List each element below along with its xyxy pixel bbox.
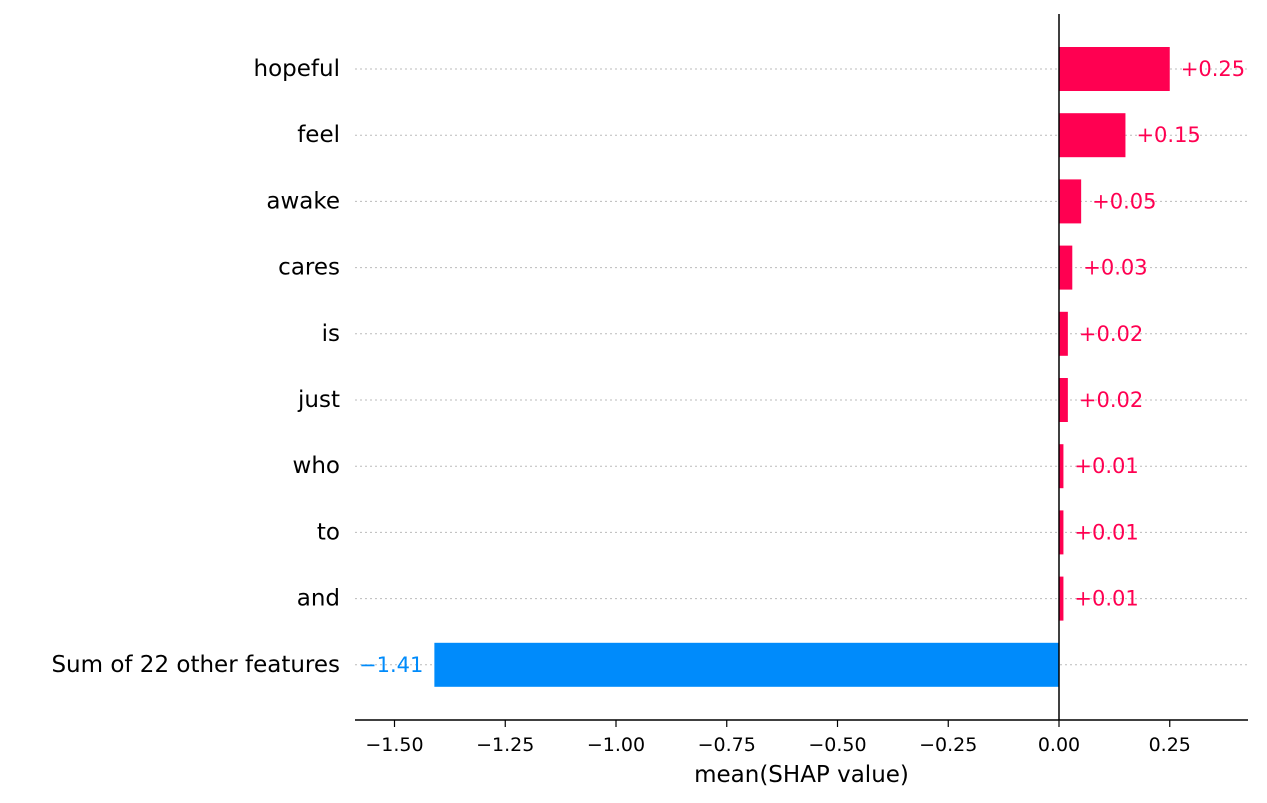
bar [434,642,1059,687]
grid-lines [355,68,1248,666]
feature-label: hopeful [254,56,340,82]
feature-label: to [317,519,340,545]
feature-label: cares [278,255,340,281]
bar [1059,113,1126,158]
x-tick-label: −0.75 [698,734,756,756]
x-tick-label: 0.00 [1038,734,1080,756]
value-label: +0.01 [1074,454,1138,478]
x-tick-label: −1.50 [365,734,423,756]
feature-label: just [297,387,340,413]
x-tick-label: −0.50 [808,734,866,756]
value-label: +0.03 [1083,256,1147,280]
bar [1059,245,1073,290]
bar [1059,378,1068,422]
value-label: +0.15 [1136,123,1200,147]
value-label: +0.01 [1074,520,1138,544]
value-label: +0.05 [1092,189,1156,213]
value-labels: +0.25 +0.15 +0.05 +0.03 +0.02 +0.02 +0.01 +0.01… [359,57,1245,677]
feature-labels: hopeful feel awake cares is just who to and Sum o… [51,56,340,678]
feature-label: Sum of 22 other features [51,652,340,678]
x-axis-title: mean(SHAP value) [694,762,909,788]
feature-label: feel [297,122,340,148]
bar [1059,47,1170,91]
x-tick-label: 0.25 [1149,734,1191,756]
x-tick-label: −1.00 [587,734,645,756]
value-label: +0.02 [1079,388,1143,412]
feature-label: awake [266,188,340,214]
feature-label: and [297,586,340,612]
bar [1059,576,1064,621]
bar [1059,510,1064,555]
bar [1059,311,1068,356]
bars [434,47,1170,687]
value-label: −1.41 [359,653,423,677]
feature-label: who [293,453,340,479]
value-label: +0.25 [1181,57,1245,81]
x-axis: −1.50 −1.25 −1.00 −0.75 −0.50 −0.25 0.00 0.25 [355,719,1248,756]
value-label: +0.02 [1079,322,1143,346]
feature-label: is [322,321,340,347]
x-tick-label: −1.25 [476,734,534,756]
x-tick-label: −0.25 [919,734,977,756]
value-label: +0.01 [1074,587,1138,611]
bar [1059,444,1064,489]
bar [1059,179,1082,224]
